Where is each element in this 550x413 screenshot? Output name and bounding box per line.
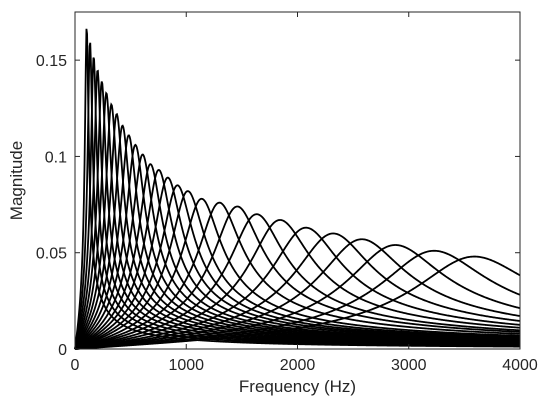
y-tick-label: 0.05	[36, 246, 67, 263]
x-axis-label: Frequency (Hz)	[239, 377, 356, 396]
ticks-group: 0 1000 2000 3000 4000 0 0.05 0.1 0.15	[36, 12, 538, 374]
y-tick-label: 0	[58, 342, 67, 359]
filter-curve-15	[74, 176, 521, 350]
y-axis-label: Magnitude	[7, 141, 26, 220]
filter-curve-19	[74, 201, 521, 350]
x-tick-label: 1000	[168, 357, 204, 374]
x-tick-label: 4000	[502, 357, 538, 374]
x-tick-label: 3000	[391, 357, 427, 374]
y-tick-label: 0.1	[45, 149, 67, 166]
filter-curve-6	[74, 91, 521, 350]
x-tick-label: 0	[71, 357, 80, 374]
filter-curve-21	[74, 213, 521, 350]
y-tick-label: 0.15	[36, 53, 67, 70]
filter-curve-28	[74, 255, 521, 350]
filter-curve-2	[74, 42, 521, 350]
filter-curve-22	[74, 219, 521, 350]
filter-curve-18	[74, 197, 521, 350]
curves-group	[74, 28, 521, 350]
filter-curve-24	[74, 232, 521, 350]
filter-curve-23	[74, 226, 521, 350]
x-tick-label: 2000	[280, 357, 316, 374]
filter-curve-25	[74, 238, 521, 350]
filter-curve-20	[74, 205, 521, 350]
filter-curve-27	[74, 249, 521, 350]
filter-curve-17	[74, 190, 521, 350]
filter-curve-26	[74, 244, 521, 350]
